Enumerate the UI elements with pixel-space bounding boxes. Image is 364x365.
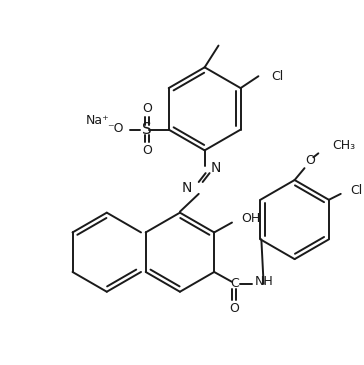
Text: N: N [181, 181, 192, 195]
Text: C: C [230, 277, 239, 290]
Text: Cl: Cl [271, 70, 284, 83]
Text: N: N [211, 161, 221, 175]
Text: CH₃: CH₃ [332, 139, 355, 152]
Text: S: S [142, 122, 152, 137]
Text: Cl: Cl [351, 184, 363, 197]
Text: O: O [305, 154, 315, 167]
Text: OH: OH [241, 212, 260, 225]
Text: O: O [142, 102, 152, 115]
Text: ⁻O: ⁻O [107, 122, 123, 135]
Text: NH: NH [255, 275, 273, 288]
Text: Na⁺: Na⁺ [86, 114, 109, 127]
Text: O: O [142, 144, 152, 157]
Text: O: O [229, 302, 239, 315]
